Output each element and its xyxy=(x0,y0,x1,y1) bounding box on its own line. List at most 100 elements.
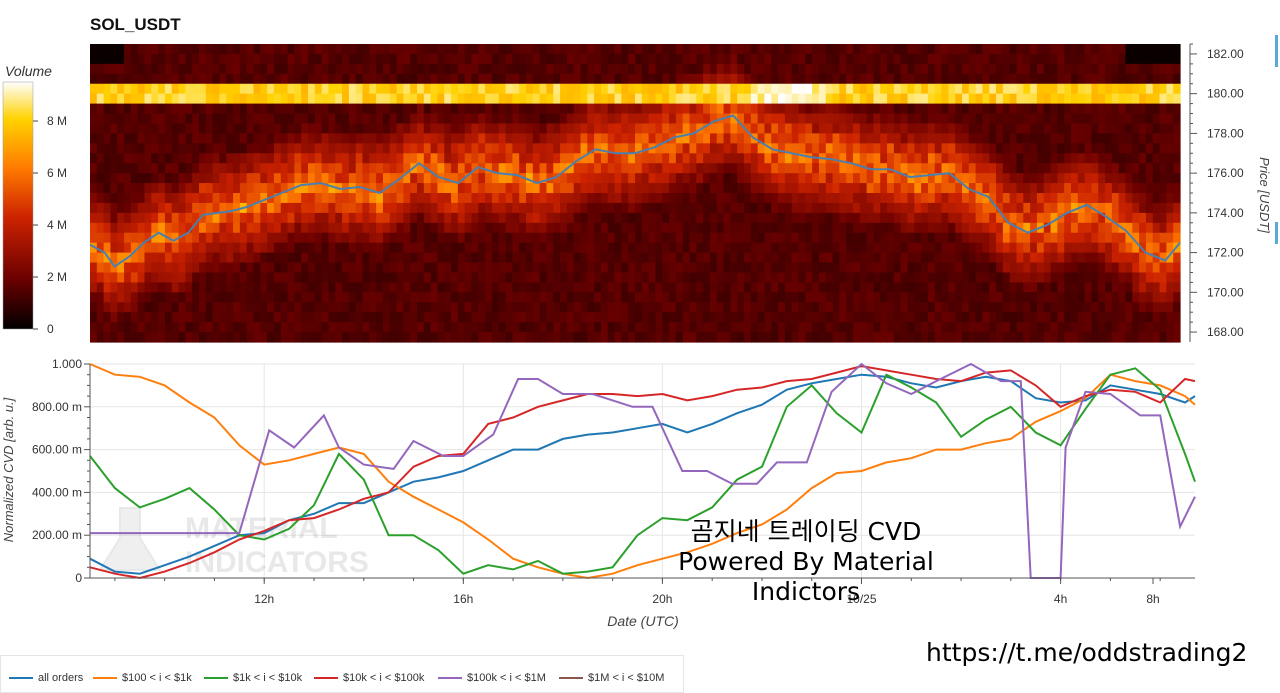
heatmap-cell xyxy=(178,153,186,164)
legend-item[interactable]: $1k < i < $10k xyxy=(204,672,302,684)
heatmap-cell xyxy=(730,302,738,313)
heatmap-cell xyxy=(457,302,466,313)
heatmap-cell xyxy=(117,133,125,144)
heatmap-cell xyxy=(1016,202,1024,214)
legend-item[interactable]: all orders xyxy=(9,672,83,684)
heatmap-cell xyxy=(171,212,180,224)
heatmap-cell xyxy=(955,83,963,95)
heatmap-cell xyxy=(301,332,309,343)
heatmap-cell xyxy=(989,143,997,154)
heatmap-cell xyxy=(914,262,922,274)
heatmap-cell xyxy=(410,183,418,194)
heatmap-cell xyxy=(1125,252,1133,264)
heatmap-cell xyxy=(614,93,622,105)
heatmap-cell xyxy=(103,262,112,274)
heatmap-cell xyxy=(771,133,779,144)
legend-item[interactable]: $100k < i < $1M xyxy=(438,672,546,684)
heatmap-cell xyxy=(744,232,752,244)
heatmap-cell xyxy=(151,282,159,293)
heatmap-cell xyxy=(1098,113,1106,125)
legend-item[interactable]: $10k < i < $100k xyxy=(314,672,424,684)
heatmap-cell xyxy=(791,252,800,264)
heatmap-cell xyxy=(199,93,207,105)
heatmap-cell xyxy=(1071,202,1079,214)
heatmap-cell xyxy=(103,212,112,224)
heatmap-cell xyxy=(996,302,1004,313)
heatmap-cell xyxy=(1002,252,1011,264)
heatmap-cell xyxy=(1050,232,1058,244)
heatmap-cell xyxy=(396,242,404,254)
heatmap-cell xyxy=(546,222,554,234)
heatmap-cell xyxy=(839,73,847,85)
heatmap-cell xyxy=(927,292,936,303)
heatmap-cell xyxy=(866,143,875,154)
cvd-y-tick-label: 800.00 m xyxy=(32,400,82,414)
legend-item[interactable]: $100 < i < $1k xyxy=(93,672,192,684)
heatmap-cell xyxy=(566,133,575,144)
heatmap-cell xyxy=(219,232,227,244)
heatmap-cell xyxy=(696,332,704,343)
heatmap-cell xyxy=(873,302,881,313)
heatmap-cell xyxy=(641,143,650,154)
heatmap-cell xyxy=(778,282,786,293)
heatmap-cell xyxy=(464,83,473,95)
heatmap-cell xyxy=(784,252,793,264)
heatmap-cell xyxy=(1071,63,1079,75)
heatmap-cell xyxy=(689,133,697,144)
heatmap-cell xyxy=(1098,193,1106,204)
heatmap-cell xyxy=(621,123,629,134)
heatmap-cell xyxy=(750,93,759,105)
heatmap-cell xyxy=(444,252,452,264)
heatmap-cell xyxy=(369,113,377,125)
heatmap-cell xyxy=(382,53,391,65)
heatmap-cell xyxy=(669,242,677,254)
heatmap-cell xyxy=(1098,302,1106,313)
heatmap-cell xyxy=(212,312,221,323)
heatmap-cell xyxy=(199,272,207,283)
heatmap-cell xyxy=(110,292,118,303)
heatmap-cell xyxy=(1057,292,1065,303)
heatmap-cell xyxy=(641,93,650,105)
heatmap-cell xyxy=(703,173,711,184)
heatmap-cell xyxy=(1125,212,1133,224)
heatmap-cell xyxy=(96,143,105,154)
heatmap-cell xyxy=(199,53,207,65)
heatmap-cell xyxy=(314,302,323,313)
heatmap-cell xyxy=(314,173,323,184)
heatmap-cell xyxy=(948,73,956,85)
heatmap-cell xyxy=(723,262,731,274)
heatmap-cell xyxy=(205,44,214,55)
heatmap-cell xyxy=(171,262,180,274)
heatmap-cell xyxy=(791,242,800,254)
heatmap-cell xyxy=(151,212,159,224)
heatmap-cell xyxy=(457,193,466,204)
heatmap-cell xyxy=(362,292,370,303)
heatmap-cell xyxy=(1050,292,1058,303)
heatmap-cell xyxy=(587,193,595,204)
heatmap-cell xyxy=(369,262,377,274)
heatmap-cell xyxy=(457,63,466,75)
telegram-url[interactable]: https://t.me/oddstrading2 xyxy=(926,638,1248,667)
heatmap-cell xyxy=(893,123,902,134)
heatmap-cell xyxy=(117,113,125,125)
heatmap-cell xyxy=(614,302,622,313)
heatmap-cell xyxy=(1064,322,1072,333)
heatmap-cell xyxy=(996,242,1004,254)
heatmap-cell xyxy=(968,262,977,274)
heatmap-cell xyxy=(505,322,513,333)
heatmap-cell xyxy=(839,143,847,154)
heatmap-cell xyxy=(280,183,289,194)
heatmap-cell xyxy=(164,133,173,144)
heatmap-cell xyxy=(430,113,439,125)
heatmap-cell xyxy=(968,83,977,95)
heatmap-cell xyxy=(532,133,541,144)
legend-item[interactable]: $1M < i < $10M xyxy=(559,672,664,684)
heatmap-cell xyxy=(1118,113,1127,125)
heatmap-cell xyxy=(185,53,193,65)
legend: all orders $100 < i < $1k $1k < i < $10k $1… xyxy=(0,655,684,693)
heatmap-cell xyxy=(403,44,411,55)
heatmap-cell xyxy=(934,44,943,55)
heatmap-cell xyxy=(1084,252,1093,264)
heatmap-cell xyxy=(287,113,295,125)
heatmap-cell xyxy=(273,44,282,55)
